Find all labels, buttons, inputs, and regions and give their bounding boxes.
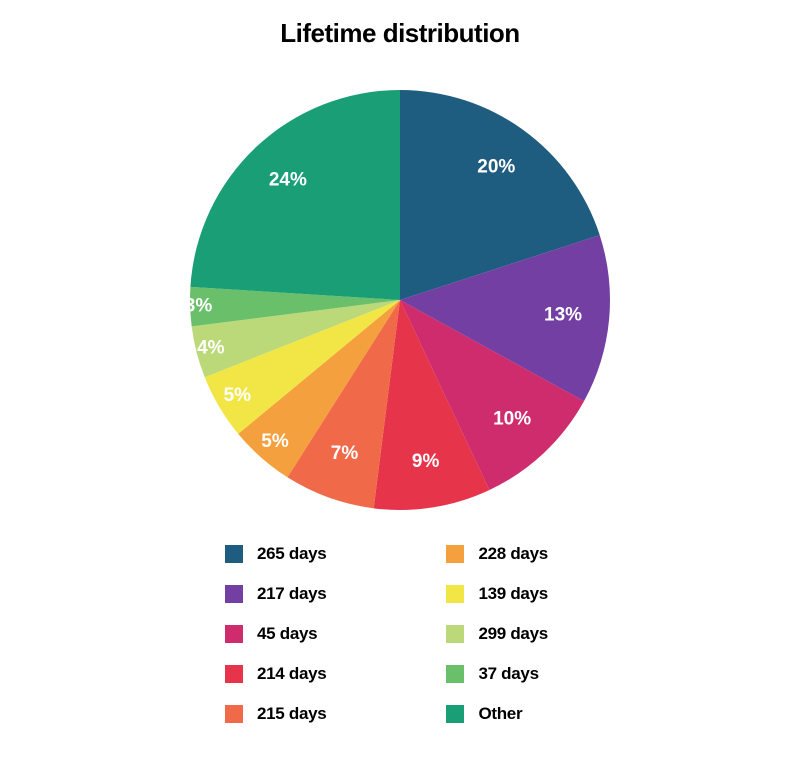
chart-container: Lifetime distribution 20% 13% 10% 9% 7% 5% 5% 4… [0, 0, 800, 775]
pie-slice-label: 20% [477, 156, 515, 177]
legend-item: 139 days [446, 585, 547, 603]
legend-label: 45 days [257, 624, 317, 644]
legend-item: 228 days [446, 545, 547, 563]
legend-swatch [446, 545, 464, 563]
pie-slice-label: 5% [261, 431, 289, 452]
pie-slice-label: 5% [224, 385, 252, 406]
pie-slice-label: 4% [197, 338, 225, 359]
legend-label: 214 days [257, 664, 326, 684]
pie-slice-label: 24% [269, 170, 307, 191]
legend-swatch [225, 705, 243, 723]
legend-column-2: 228 days 139 days 299 days 37 days Other [446, 545, 547, 723]
legend: 265 days217 days45 days214 days215 days … [225, 545, 635, 723]
legend-label: 217 days [257, 584, 326, 604]
legend-item: 215 days [225, 705, 326, 723]
pie-group [190, 90, 610, 510]
legend-swatch [225, 625, 243, 643]
legend-item: 265 days [225, 545, 326, 563]
legend-item: 299 days [446, 625, 547, 643]
pie-svg: 20% 13% 10% 9% 7% 5% 5% 4% 3% 24% [0, 70, 800, 530]
pie-slice-label: 10% [493, 408, 531, 429]
pie-slice [190, 90, 400, 300]
legend-swatch [446, 585, 464, 603]
legend-swatch [446, 665, 464, 683]
pie-slice-label: 9% [412, 451, 440, 472]
legend-swatch [225, 585, 243, 603]
legend-item: 37 days [446, 665, 547, 683]
legend-swatch [225, 545, 243, 563]
pie-area: 20% 13% 10% 9% 7% 5% 5% 4% 3% 24% [0, 70, 800, 530]
legend-item: 214 days [225, 665, 326, 683]
legend-item: Other [446, 705, 547, 723]
legend-label: 215 days [257, 704, 326, 724]
chart-title: Lifetime distribution [0, 18, 800, 49]
legend-item: 217 days [225, 585, 326, 603]
legend-item: 45 days [225, 625, 326, 643]
legend-label: Other [478, 704, 522, 724]
legend-label: 139 days [478, 584, 547, 604]
legend-label: 228 days [478, 544, 547, 564]
legend-swatch [225, 665, 243, 683]
pie-slice-label: 13% [544, 304, 582, 325]
pie-slice-label: 7% [331, 443, 359, 464]
legend-label: 37 days [478, 664, 538, 684]
legend-swatch [446, 705, 464, 723]
legend-column-1: 265 days 217 days 45 days 214 days 215 days [225, 545, 326, 723]
legend-label: 265 days [257, 544, 326, 564]
legend-label: 299 days [478, 624, 547, 644]
legend-swatch [446, 625, 464, 643]
pie-slice-label: 3% [185, 295, 213, 316]
